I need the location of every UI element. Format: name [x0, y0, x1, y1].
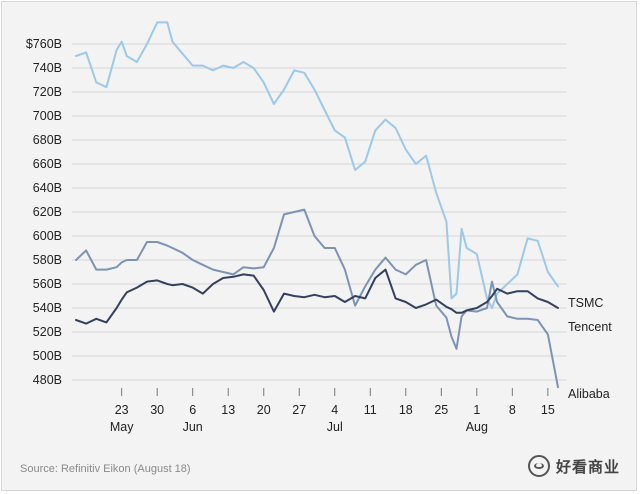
- x-tick-label: 18: [399, 403, 413, 417]
- y-tick-label: 480B: [33, 373, 62, 387]
- y-tick-label: 680B: [33, 133, 62, 147]
- series-line-tsmc: [75, 268, 559, 325]
- x-month-label: Aug: [466, 420, 488, 434]
- x-tick-label: 11: [364, 403, 377, 417]
- x-tick-label: 1: [473, 403, 480, 417]
- gridlines: [72, 43, 566, 381]
- y-tick-label: 500B: [33, 349, 62, 363]
- x-month-label: Jun: [183, 420, 203, 434]
- y-tick-label: 640B: [33, 181, 62, 195]
- y-tick-label: 720B: [33, 85, 62, 99]
- x-tick-label: 8: [509, 403, 516, 417]
- y-axis-ticks: $760B 740B 720B 700B 680B 660B 640B 620B 600B 580…: [26, 37, 62, 387]
- series-end-label: TSMC: [568, 296, 603, 310]
- x-tick-label: 20: [257, 403, 271, 417]
- x-tick-label: 15: [541, 403, 555, 417]
- y-tick-label: 580B: [33, 253, 62, 267]
- x-tick-label: 6: [189, 403, 196, 417]
- y-tick-label: 520B: [33, 325, 62, 339]
- wechat-icon: [528, 455, 550, 477]
- series-end-label: Tencent: [568, 320, 612, 334]
- y-tick-label: 540B: [33, 301, 62, 315]
- y-tick-label: 700B: [33, 109, 62, 123]
- series-line-tencent: [75, 21, 559, 309]
- x-tick-label: 30: [150, 403, 164, 417]
- y-tick-label: $760B: [26, 37, 62, 51]
- x-tick-label: 25: [434, 403, 448, 417]
- watermark: 好看商业: [528, 455, 620, 477]
- x-month-label: Jul: [327, 420, 343, 434]
- x-tick-label: 13: [221, 403, 235, 417]
- y-tick-label: 740B: [33, 61, 62, 75]
- end-labels: TSMC Tencent Alibaba: [568, 296, 612, 401]
- source-note: Source: Refinitiv Eikon (August 18): [20, 463, 191, 475]
- watermark-text: 好看商业: [556, 457, 621, 476]
- series-end-label: Alibaba: [568, 387, 610, 401]
- x-tick-label: 4: [331, 403, 338, 417]
- x-tick-label: 23: [115, 403, 129, 417]
- y-tick-label: 660B: [33, 157, 62, 171]
- series-lines: [75, 21, 559, 389]
- y-tick-label: 620B: [33, 205, 62, 219]
- y-tick-label: 600B: [33, 229, 62, 243]
- x-month-label: May: [110, 420, 134, 434]
- series-line-alibaba: [75, 208, 559, 389]
- x-tick-label: 27: [292, 403, 306, 417]
- y-tick-label: 560B: [33, 277, 62, 291]
